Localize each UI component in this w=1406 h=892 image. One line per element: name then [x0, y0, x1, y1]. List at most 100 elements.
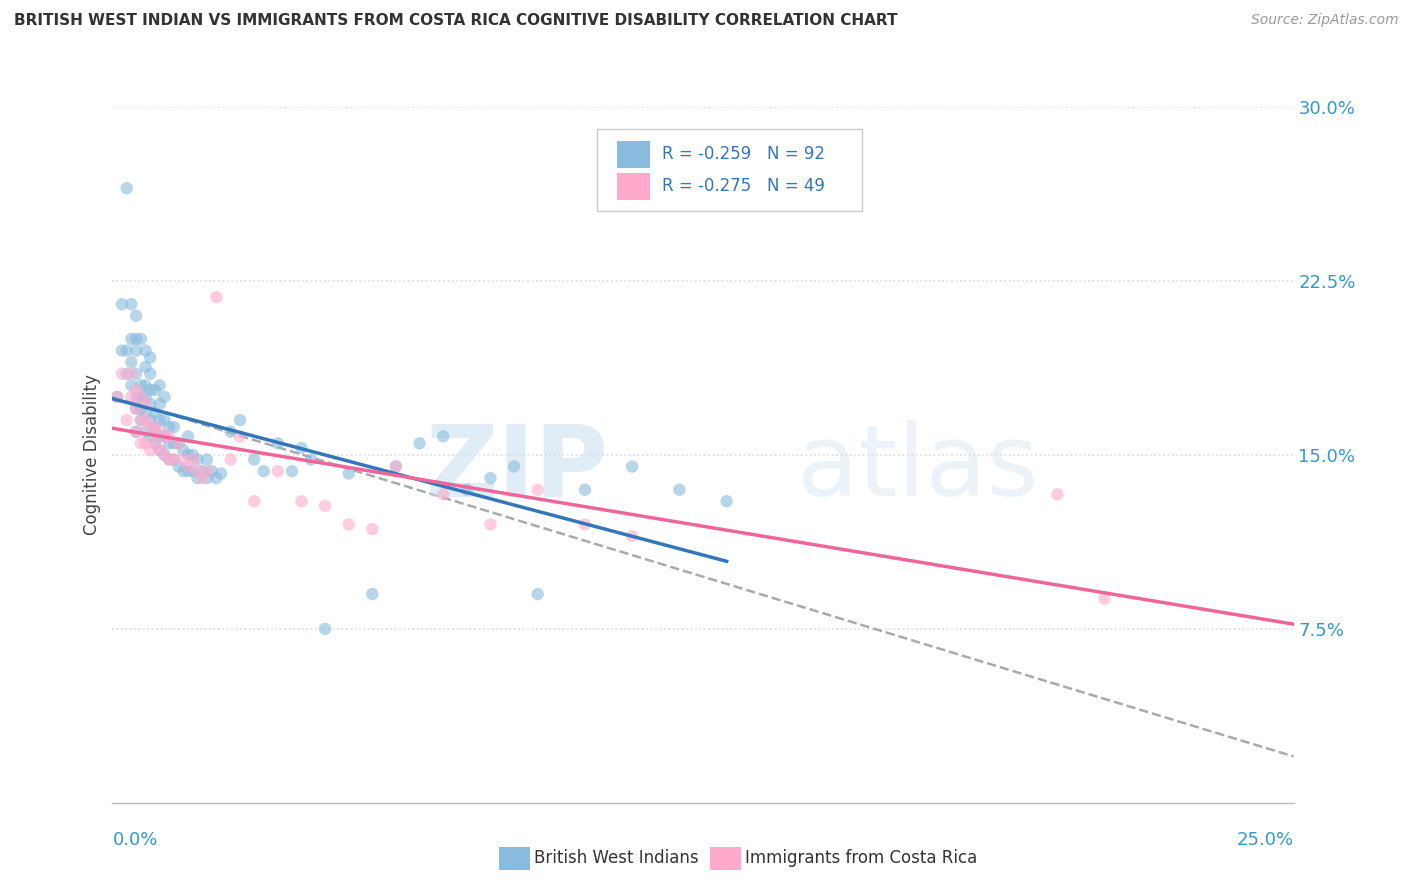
Point [105, 390, 128, 404]
Text: British West Indians: British West Indians [534, 849, 699, 867]
Point [143, 383, 166, 397]
Point [195, 471, 218, 485]
Point [167, 436, 190, 450]
Point [408, 436, 430, 450]
Point [153, 429, 176, 443]
Point [139, 383, 162, 397]
Point [167, 459, 190, 474]
Point [139, 351, 162, 365]
Point [125, 343, 148, 358]
Point [157, 420, 180, 434]
Text: atlas: atlas [797, 420, 1039, 517]
Point [716, 494, 738, 508]
Point [163, 452, 186, 467]
Point [129, 378, 152, 392]
Point [153, 448, 176, 462]
Point [125, 425, 148, 439]
Point [253, 464, 276, 478]
Point [139, 397, 162, 411]
Bar [617, 141, 650, 168]
Point [115, 343, 138, 358]
Point [149, 425, 172, 439]
Point [125, 425, 148, 439]
Point [157, 452, 180, 467]
Point [115, 181, 138, 195]
Point [149, 413, 172, 427]
Text: R = -0.275   N = 49: R = -0.275 N = 49 [662, 178, 824, 195]
Point [163, 436, 186, 450]
Point [668, 483, 690, 497]
Point [219, 425, 242, 439]
Point [229, 413, 252, 427]
Point [181, 448, 204, 462]
Point [574, 517, 596, 532]
Point [135, 397, 157, 411]
Point [135, 359, 157, 374]
Point [177, 464, 200, 478]
Point [143, 420, 166, 434]
Point [432, 487, 454, 501]
Point [120, 297, 142, 311]
Point [135, 378, 157, 392]
Point [135, 425, 157, 439]
Point [153, 429, 176, 443]
Point [267, 436, 290, 450]
Point [135, 390, 157, 404]
Point [143, 406, 166, 420]
Point [149, 443, 172, 458]
Point [129, 401, 152, 416]
Point [115, 413, 138, 427]
Point [205, 290, 228, 304]
Point [167, 436, 190, 450]
Point [337, 517, 360, 532]
Point [205, 471, 228, 485]
Point [143, 436, 166, 450]
Point [129, 413, 152, 427]
Point [186, 471, 208, 485]
Point [526, 587, 548, 601]
Text: 25.0%: 25.0% [1236, 830, 1294, 848]
Point [149, 397, 172, 411]
Point [153, 413, 176, 427]
Text: 0.0%: 0.0% [112, 830, 157, 848]
Point [135, 436, 157, 450]
Point [120, 378, 142, 392]
Point [139, 420, 162, 434]
Y-axis label: Cognitive Disability: Cognitive Disability [83, 375, 101, 535]
Point [191, 464, 214, 478]
Point [1094, 591, 1116, 606]
Point [163, 452, 186, 467]
Point [153, 390, 176, 404]
Point [149, 443, 172, 458]
Point [139, 367, 162, 381]
Point [177, 429, 200, 443]
Point [432, 429, 454, 443]
Point [120, 355, 142, 369]
Point [267, 464, 290, 478]
Point [456, 483, 478, 497]
Point [186, 452, 208, 467]
Point [120, 390, 142, 404]
Point [125, 309, 148, 323]
Point [157, 429, 180, 443]
Point [621, 459, 644, 474]
Point [526, 483, 548, 497]
Point [157, 452, 180, 467]
Point [290, 494, 312, 508]
Point [125, 367, 148, 381]
Point [337, 467, 360, 481]
Point [149, 429, 172, 443]
Point [201, 464, 224, 478]
Point [479, 471, 502, 485]
Point [290, 441, 312, 455]
Point [621, 529, 644, 543]
Point [361, 587, 384, 601]
Text: BRITISH WEST INDIAN VS IMMIGRANTS FROM COSTA RICA COGNITIVE DISABILITY CORRELATI: BRITISH WEST INDIAN VS IMMIGRANTS FROM C… [14, 13, 897, 29]
Point [129, 436, 152, 450]
Point [153, 448, 176, 462]
Point [149, 378, 172, 392]
Point [135, 406, 157, 420]
Point [191, 471, 214, 485]
Point [111, 343, 134, 358]
Point [129, 390, 152, 404]
